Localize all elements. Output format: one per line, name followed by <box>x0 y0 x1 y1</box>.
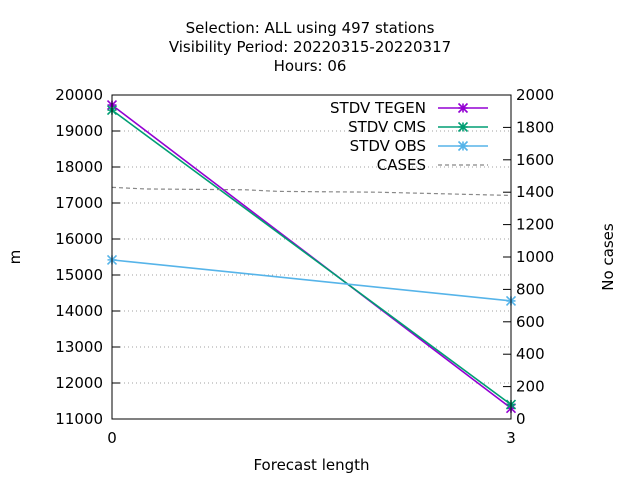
y-tick-label: 13000 <box>55 338 103 356</box>
legend-marker <box>457 102 469 114</box>
series-group <box>106 100 517 414</box>
series-stdv-cms <box>106 105 517 410</box>
x-axis-label: Forecast length <box>253 456 369 474</box>
title-line: Hours: 06 <box>274 57 347 75</box>
y-tick-label: 17000 <box>55 194 103 212</box>
x-tick-label: 3 <box>506 429 516 447</box>
y2-tick-label: 2000 <box>516 86 554 104</box>
legend-marker <box>457 121 469 133</box>
y2-tick-label: 0 <box>516 410 526 428</box>
y-tick-label: 11000 <box>55 410 103 428</box>
y2-tick-label: 1800 <box>516 118 554 136</box>
y-axis-label: m <box>6 250 24 265</box>
y2-tick-label: 1600 <box>516 151 554 169</box>
y-tick-label: 18000 <box>55 158 103 176</box>
x-tick-label: 0 <box>107 429 117 447</box>
legend-marker <box>457 140 469 152</box>
series-line <box>111 109 512 406</box>
title-line: Selection: ALL using 497 stations <box>186 19 435 37</box>
y-tick-label: 16000 <box>55 230 103 248</box>
y-tick-label: 14000 <box>55 302 103 320</box>
y-tick-label: 15000 <box>55 266 103 284</box>
y-tick-label: 20000 <box>55 86 103 104</box>
legend-label: STDV CMS <box>348 118 426 136</box>
series-line <box>111 259 512 302</box>
y2-tick-label: 400 <box>516 345 545 363</box>
y2-tick-label: 1400 <box>516 183 554 201</box>
y-tick-label: 19000 <box>55 122 103 140</box>
y2-tick-label: 1000 <box>516 248 554 266</box>
y2-tick-label: 200 <box>516 378 545 396</box>
axis-ticks: 1100012000130001400015000160001700018000… <box>55 86 554 447</box>
y2-tick-label: 1200 <box>516 216 554 234</box>
y-tick-label: 12000 <box>55 374 103 392</box>
legend-label: STDV OBS <box>350 137 426 155</box>
title-line: Visibility Period: 20220315-20220317 <box>169 38 451 56</box>
legend-label: STDV TEGEN <box>330 99 426 117</box>
grid-lines <box>112 130 511 384</box>
legend-label: CASES <box>377 156 426 174</box>
series-cases <box>111 186 512 197</box>
y2-tick-label: 800 <box>516 280 545 298</box>
y2-tick-label: 600 <box>516 313 545 331</box>
series-line <box>111 186 512 197</box>
y2-axis-label: No cases <box>599 223 617 291</box>
series-stdv-obs <box>106 254 517 306</box>
chart-title: Selection: ALL using 497 stationsVisibil… <box>169 19 451 75</box>
